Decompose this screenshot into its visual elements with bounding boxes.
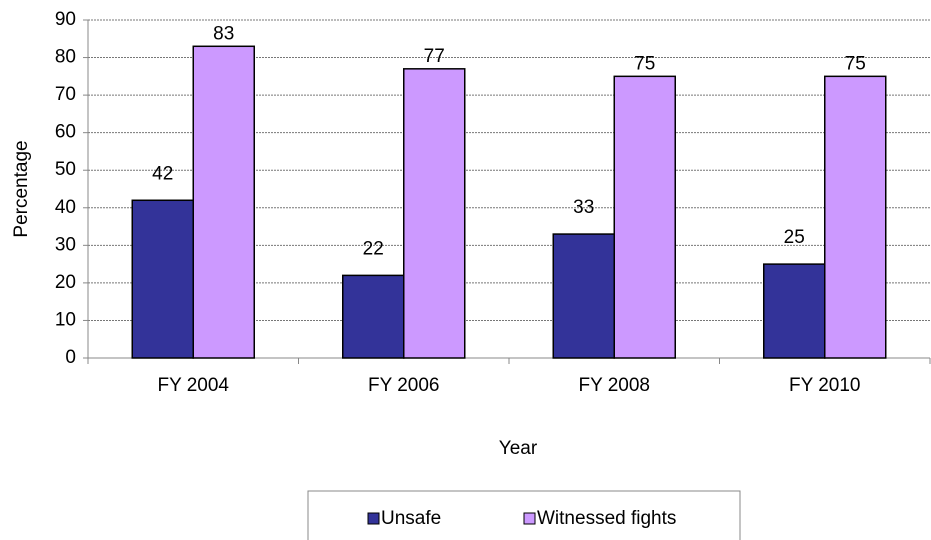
data-label: 75 [634,53,655,74]
x-tick-label: FY 2006 [368,375,439,396]
x-tick-label: FY 2010 [789,375,860,396]
data-label: 77 [424,46,445,67]
data-label: 75 [845,53,866,74]
bar [552,233,615,359]
y-axis-title: Percentage [11,140,32,237]
y-tick-label: 10 [55,309,76,330]
y-tick-label: 60 [55,122,76,143]
bar [192,45,255,359]
y-tick-label: 40 [55,197,76,218]
data-label: 22 [363,238,384,259]
x-tick-label: FY 2004 [158,375,230,396]
y-tick-label: 80 [55,47,76,68]
bar [613,75,676,359]
x-tick-label: FY 2008 [579,375,650,396]
data-label: 42 [152,163,173,184]
data-label: 33 [573,197,594,218]
bar [131,199,194,359]
y-tick-label: 70 [55,84,76,105]
y-tick-label: 20 [55,272,76,293]
bar [342,274,405,359]
bar [763,263,826,359]
legend-swatch [523,512,536,525]
y-tick-label: 30 [55,234,76,255]
y-tick-label: 90 [55,9,76,30]
y-tick-label: 0 [65,347,76,368]
data-label: 83 [213,23,234,44]
bar [824,75,887,359]
bar [403,68,466,359]
legend-label: Unsafe [381,508,441,529]
y-tick-label: 50 [55,159,76,180]
legend-label: Witnessed fights [537,508,676,529]
legend-swatch [367,512,380,525]
data-label: 25 [784,227,805,248]
x-axis-title: Year [499,438,538,459]
